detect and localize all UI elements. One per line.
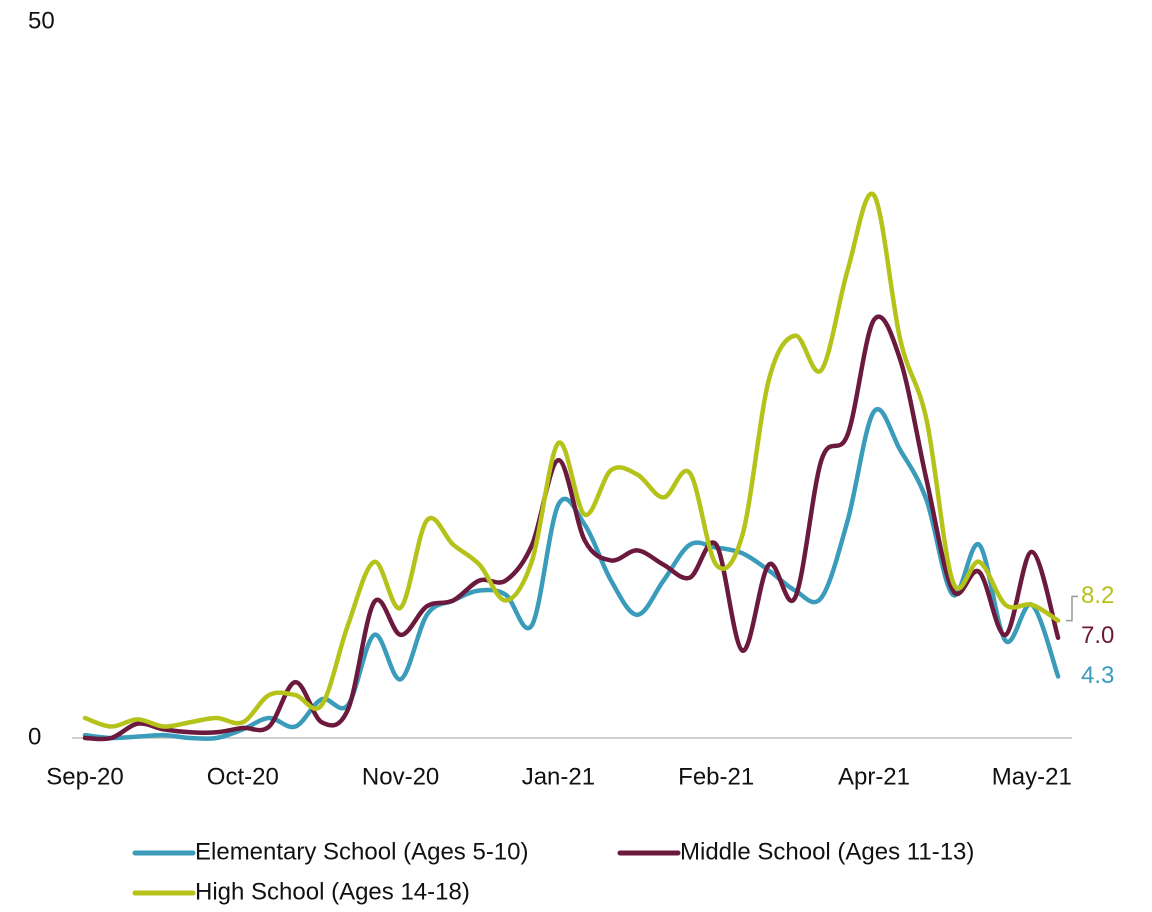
end-value-label: 7.0 [1081,622,1114,649]
series-line [82,314,1061,742]
x-tick-label: May-21 [992,763,1072,790]
series-line [82,191,1061,729]
x-tick-label: Feb-21 [678,763,754,790]
x-tick-label: Sep-20 [46,763,123,790]
x-tick-label: Jan-21 [522,763,595,790]
y-tick-label: 0 [28,723,41,750]
label-leader [1066,595,1078,622]
x-tick-label: Oct-20 [207,763,279,790]
y-tick-label: 50 [28,7,55,34]
end-value-label: 4.3 [1081,662,1114,689]
legend-label: Elementary School (Ages 5-10) [195,838,529,865]
x-tick-label: Apr-21 [838,763,910,790]
series-line [82,407,1061,742]
end-value-label: 8.2 [1081,582,1114,609]
x-tick-label: Nov-20 [362,763,439,790]
legend-label: High School (Ages 14-18) [195,878,470,905]
legend-label: Middle School (Ages 11-13) [680,838,974,865]
